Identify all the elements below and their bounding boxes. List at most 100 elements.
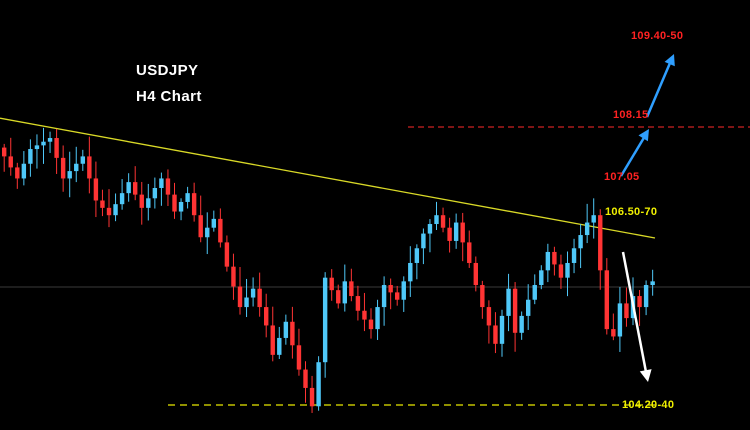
candle-body <box>303 369 308 388</box>
candle-body <box>21 163 27 179</box>
candle-body <box>80 156 85 164</box>
candle-body <box>565 262 570 278</box>
candle-body <box>191 193 197 216</box>
candle-body <box>126 182 131 194</box>
upper-target-label: 109.40-50 <box>631 30 684 42</box>
candle-body <box>277 337 282 355</box>
candle-body <box>355 296 361 311</box>
candle-body <box>60 157 66 179</box>
candle-body <box>545 251 551 271</box>
candle-body <box>67 171 72 179</box>
candle-body <box>571 248 577 263</box>
candle-body <box>218 218 223 243</box>
candle-body <box>342 281 347 304</box>
candle-body <box>591 215 596 223</box>
candle-body <box>211 218 216 228</box>
timeframe-title: H4 Chart <box>136 88 202 105</box>
candle-body <box>532 285 537 300</box>
candle-body <box>87 156 92 179</box>
candle-body <box>139 194 144 208</box>
candle-body <box>152 188 158 199</box>
candle-body <box>165 178 171 195</box>
candle-body <box>309 387 315 407</box>
candle-body <box>401 281 406 300</box>
candle-body <box>368 319 374 330</box>
candle-body <box>224 242 230 267</box>
candle-body <box>113 204 118 216</box>
candle-body <box>237 286 243 308</box>
candle-body <box>486 307 492 326</box>
candle-body <box>250 288 256 298</box>
bullish-arrow-1-head <box>638 129 649 142</box>
candle-body <box>598 215 603 271</box>
candle-body <box>512 288 518 333</box>
candle-body <box>159 178 164 189</box>
candle-body <box>2 147 7 157</box>
candle-body <box>643 285 649 308</box>
candle-body <box>322 277 328 363</box>
candle-body <box>296 345 302 370</box>
candle-body <box>375 307 380 330</box>
resistance-label: 108.15 <box>613 109 649 121</box>
candle-body <box>526 299 531 316</box>
candle-body <box>15 167 20 179</box>
candle-body <box>119 193 125 205</box>
candle-body <box>172 194 177 212</box>
candle-body <box>558 264 564 278</box>
candle-body <box>617 303 623 337</box>
candle-body <box>427 224 433 234</box>
candle-body <box>650 281 655 286</box>
candle-body <box>257 288 262 308</box>
bearish-arrow-shaft <box>621 251 648 373</box>
candle-body <box>440 215 446 228</box>
candle-body <box>362 310 367 320</box>
candle-body <box>447 227 452 241</box>
candle-body <box>283 321 289 338</box>
candle-body <box>349 281 354 297</box>
candle-body <box>453 222 459 241</box>
candle-body <box>395 292 400 300</box>
candle-body <box>198 215 203 238</box>
trendline-zone-label: 106.50-70 <box>605 206 658 218</box>
candle-body <box>74 163 79 172</box>
candle-body <box>146 198 151 208</box>
candle-body <box>244 297 249 308</box>
candle-body <box>480 285 485 308</box>
candle-body <box>28 149 33 164</box>
candle-body <box>414 248 420 263</box>
candle-body <box>519 315 524 333</box>
candle-body <box>388 285 393 293</box>
candle-body <box>539 270 544 286</box>
candle-body <box>41 141 46 146</box>
candle-body <box>264 307 269 326</box>
descending-trendline <box>0 117 656 239</box>
candle-body <box>506 288 511 316</box>
bearish-arrow-head <box>639 369 652 382</box>
pullback-level-label: 107.05 <box>604 171 640 183</box>
candle-body <box>47 138 53 142</box>
candle-body <box>316 362 321 407</box>
candle-body <box>460 222 465 243</box>
candle-body <box>604 270 609 330</box>
candle-body <box>421 233 426 249</box>
candle-body <box>473 262 478 286</box>
candle-body <box>637 296 642 308</box>
candle-body <box>34 145 40 150</box>
candle-body <box>54 138 59 158</box>
candle-body <box>270 325 275 355</box>
candle-body <box>93 178 99 201</box>
candle-body <box>185 193 190 202</box>
candle-body <box>8 156 13 168</box>
candle-body <box>467 242 472 263</box>
candle-body <box>100 200 105 208</box>
candle-body <box>611 329 616 337</box>
candle-body <box>205 227 210 238</box>
bullish-arrow-1-shaft <box>619 135 647 177</box>
candle-body <box>106 207 112 216</box>
bullish-arrow-2-head <box>664 54 675 67</box>
candle-body <box>290 321 295 346</box>
candle-body <box>493 325 498 344</box>
candle-body <box>499 315 505 344</box>
